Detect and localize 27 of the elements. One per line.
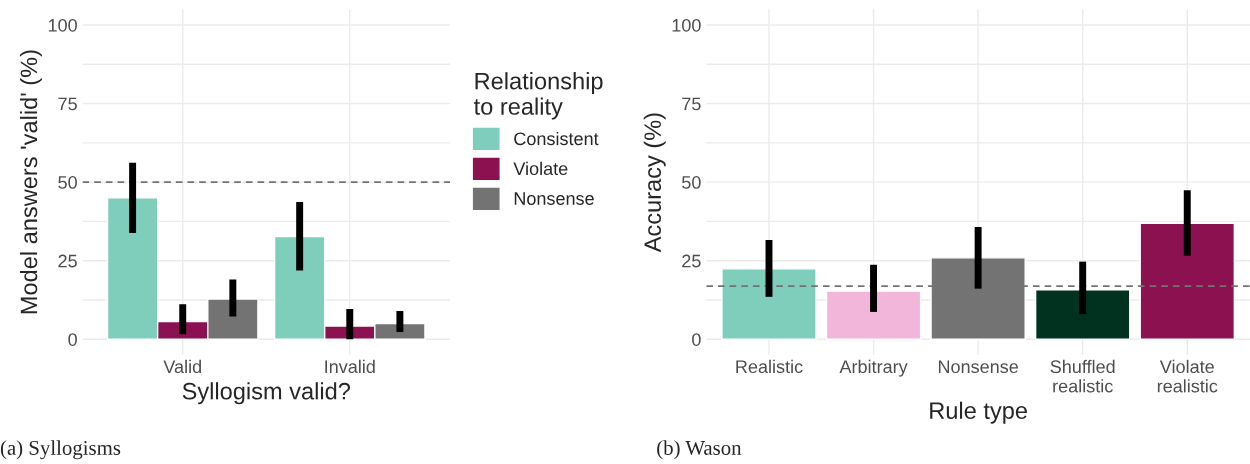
y-tick-label: 0 — [68, 333, 77, 346]
x-tick-label: Shuffled realistic — [1050, 359, 1115, 393]
x-axis-title: Syllogism valid? — [182, 382, 351, 405]
x-tick-label: Arbitrary — [839, 359, 908, 377]
y-axis-title: Accuracy (%) — [643, 113, 666, 253]
y-tick-label: 75 — [682, 97, 701, 111]
y-tick-label: 0 — [692, 333, 701, 346]
legend-label: Nonsense — [514, 192, 594, 205]
x-axis-title: Rule type — [930, 401, 1027, 424]
y-tick-label: 25 — [58, 254, 77, 268]
legend-label: Consistent — [514, 131, 599, 146]
text: (b) Wason — [657, 440, 742, 460]
y-tick-label: 100 — [48, 18, 77, 32]
x-tick-label: Valid — [163, 359, 201, 374]
text: (a) Syllogisms — [0, 440, 121, 460]
legend-title: Relationship to reality — [473, 72, 603, 120]
x-tick-label: Violate realistic — [1157, 359, 1218, 393]
y-axis-title: Model answers 'valid' (%) — [19, 50, 42, 314]
y-tick-label: 50 — [682, 176, 701, 189]
legend-label: Violate — [513, 161, 568, 176]
y-tick-label: 25 — [682, 254, 701, 268]
x-tick-label: Nonsense — [938, 360, 1018, 374]
x-tick-label: Invalid — [325, 359, 375, 374]
y-tick-label: 50 — [58, 176, 77, 189]
y-tick-label: 100 — [672, 18, 701, 32]
x-tick-label: Realistic — [736, 359, 803, 374]
y-tick-label: 75 — [58, 97, 77, 111]
